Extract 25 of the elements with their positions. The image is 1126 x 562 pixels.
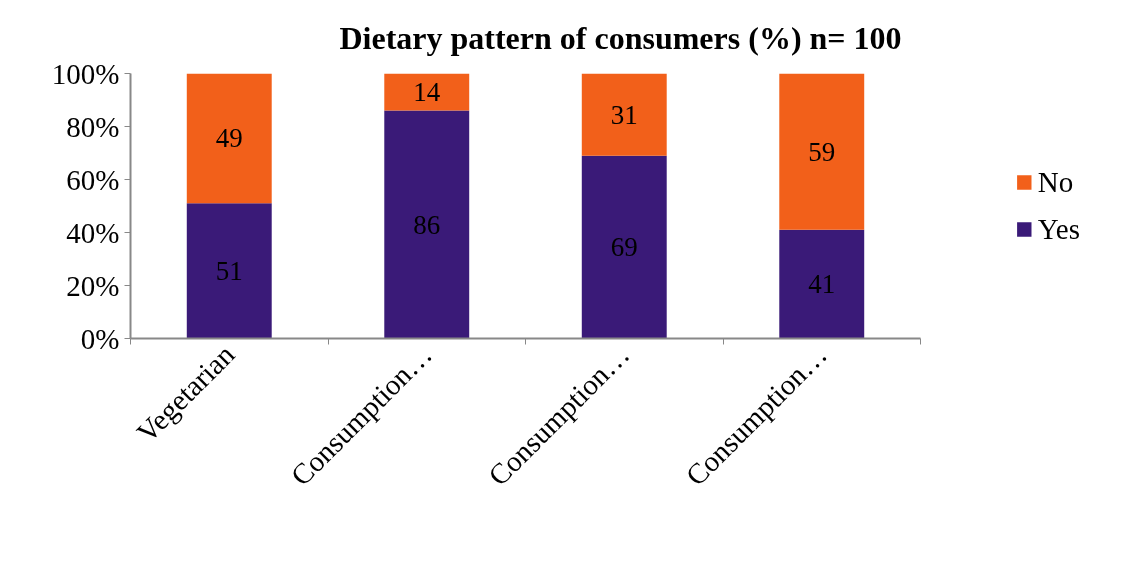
data-label: 86 [413, 209, 441, 240]
data-label: 31 [610, 99, 638, 130]
y-tick-label: 100% [51, 57, 120, 90]
bar [186, 73, 272, 204]
bar [384, 73, 470, 111]
y-tick-label: 80% [66, 110, 120, 143]
y-tick-label: 60% [66, 163, 120, 196]
y-tick-label: 40% [66, 216, 120, 249]
bar [581, 155, 667, 339]
y-tick-label: 20% [66, 269, 120, 302]
data-label: 51 [215, 255, 243, 286]
bar [581, 73, 667, 156]
chart-title: Dietary pattern of consumers (%) n= 100 [339, 20, 902, 56]
bar [779, 229, 865, 339]
bar [384, 110, 470, 339]
data-label: 49 [215, 123, 243, 154]
data-label: 41 [808, 269, 836, 300]
bar [779, 73, 865, 230]
data-label: 69 [610, 232, 638, 263]
bar [186, 203, 272, 339]
data-label: 59 [808, 136, 836, 167]
y-tick-label: 0% [80, 322, 120, 355]
data-label: 14 [413, 77, 441, 108]
legend-label: Yes [1037, 212, 1080, 246]
legend-label: No [1037, 165, 1074, 199]
